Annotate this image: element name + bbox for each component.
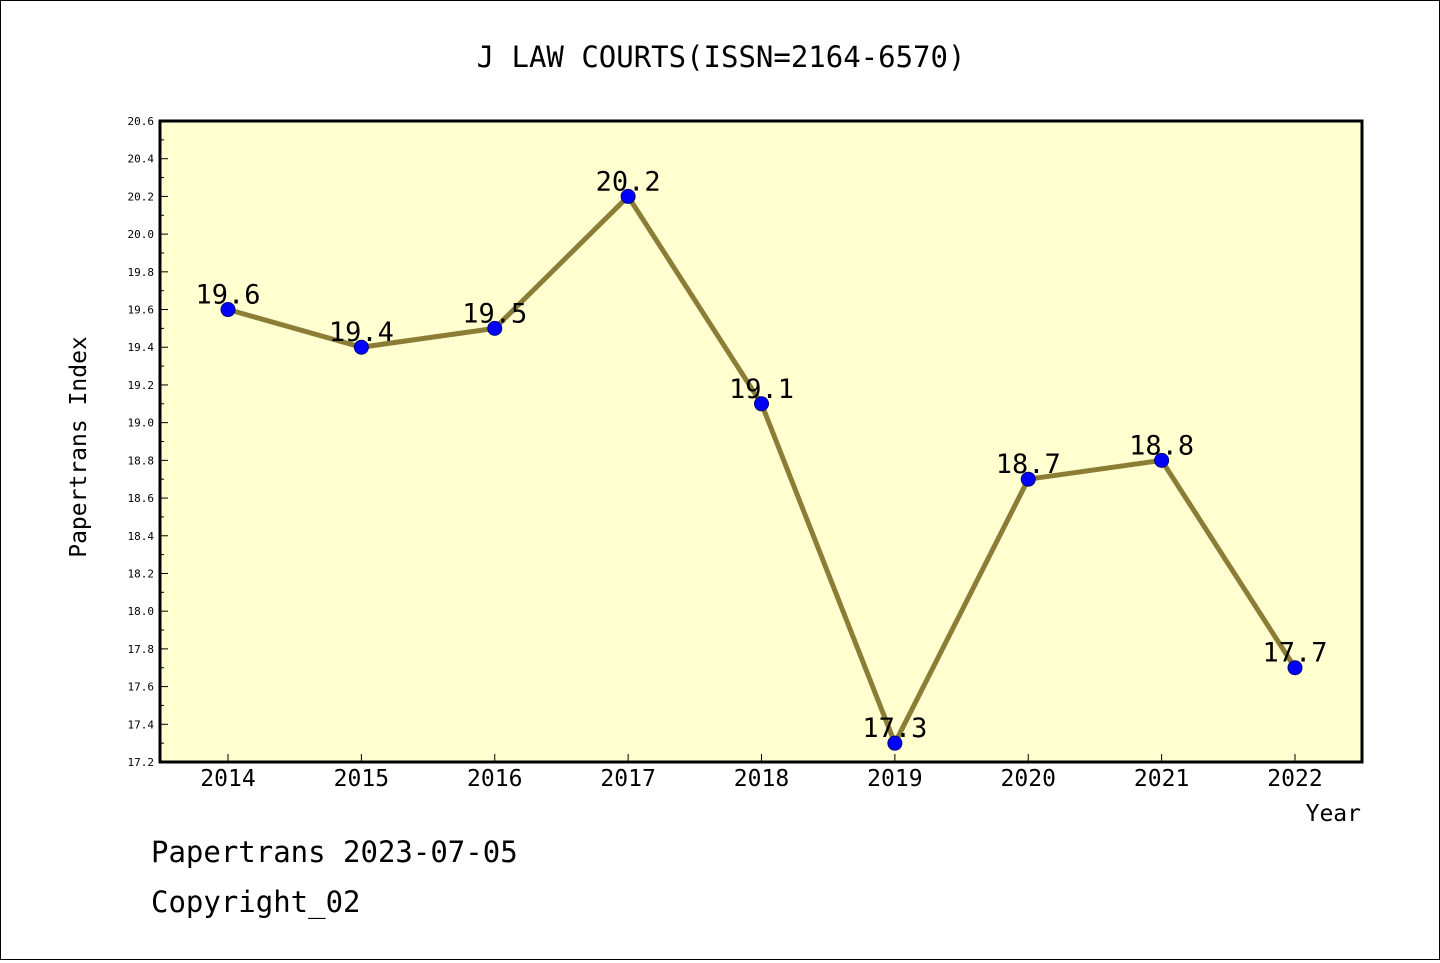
y-tick-label: 17.4 (128, 718, 155, 731)
y-tick-label: 19.8 (128, 266, 155, 279)
x-tick-label: 2015 (334, 766, 389, 792)
data-point (754, 396, 769, 412)
x-axis-title: Year (1306, 801, 1361, 827)
data-label: 17.7 (1262, 638, 1327, 669)
x-tick-label: 2018 (734, 766, 789, 792)
y-tick-label: 17.2 (128, 756, 155, 769)
data-label: 19.5 (462, 298, 527, 329)
y-tick-label: 20.4 (128, 153, 155, 166)
y-tick-label: 19.6 (128, 304, 155, 317)
y-tick-label: 17.8 (128, 643, 155, 656)
y-tick-label: 20.6 (128, 115, 155, 128)
y-tick-label: 19.0 (128, 417, 155, 430)
data-point (487, 320, 503, 336)
series-group: 19.6 19.4 19.5 20.2 19.1 17.3 18.7 18.8 17.7 (195, 166, 1328, 751)
y-tick-label: 18.0 (128, 605, 155, 618)
data-point (1020, 471, 1036, 487)
footer-copyright: Copyright_02 (151, 885, 361, 919)
data-label: 17.3 (862, 713, 927, 744)
data-point (1287, 660, 1303, 676)
plot-area (158, 119, 1364, 764)
data-label: 18.8 (1129, 430, 1194, 461)
footer-date: Papertrans 2023-07-05 (151, 835, 518, 869)
y-tick-label: 17.6 (128, 681, 155, 694)
y-axis: 17.2 17.4 17.6 17.8 18.0 18.2 18.4 18.6 18.8 19.0… (128, 115, 168, 769)
y-axis-title: Papertrans Index (66, 336, 92, 558)
data-label: 20.2 (596, 166, 661, 197)
y-tick-label: 20.2 (128, 190, 155, 203)
data-point (887, 735, 903, 751)
y-tick-label: 18.6 (128, 492, 155, 505)
y-tick-label: 20.0 (128, 228, 155, 241)
data-point (620, 188, 636, 204)
x-tick-label: 2022 (1267, 766, 1322, 792)
x-tick-label: 2021 (1134, 766, 1189, 792)
data-label: 18.7 (996, 449, 1061, 480)
x-tick-label: 2020 (1001, 766, 1056, 792)
data-point (1154, 452, 1170, 468)
x-axis: 2014 2015 2016 2017 2018 2019 2020 2021 2022 (200, 754, 1323, 792)
y-tick-label: 19.4 (128, 341, 155, 354)
y-tick-label: 18.4 (128, 530, 155, 543)
data-label: 19.4 (329, 317, 394, 348)
x-tick-label: 2016 (467, 766, 522, 792)
x-tick-label: 2017 (600, 766, 655, 792)
y-tick-label: 18.2 (128, 567, 155, 580)
y-tick-label: 18.8 (128, 454, 155, 467)
data-label: 19.1 (729, 374, 794, 405)
x-tick-label: 2019 (867, 766, 922, 792)
data-point (353, 339, 369, 355)
data-label: 19.6 (195, 280, 260, 311)
y-tick-label: 19.2 (128, 379, 155, 392)
x-tick-label: 2014 (200, 766, 255, 792)
chart-title: J LAW COURTS(ISSN=2164-6570) (477, 40, 966, 74)
data-point (220, 302, 236, 318)
